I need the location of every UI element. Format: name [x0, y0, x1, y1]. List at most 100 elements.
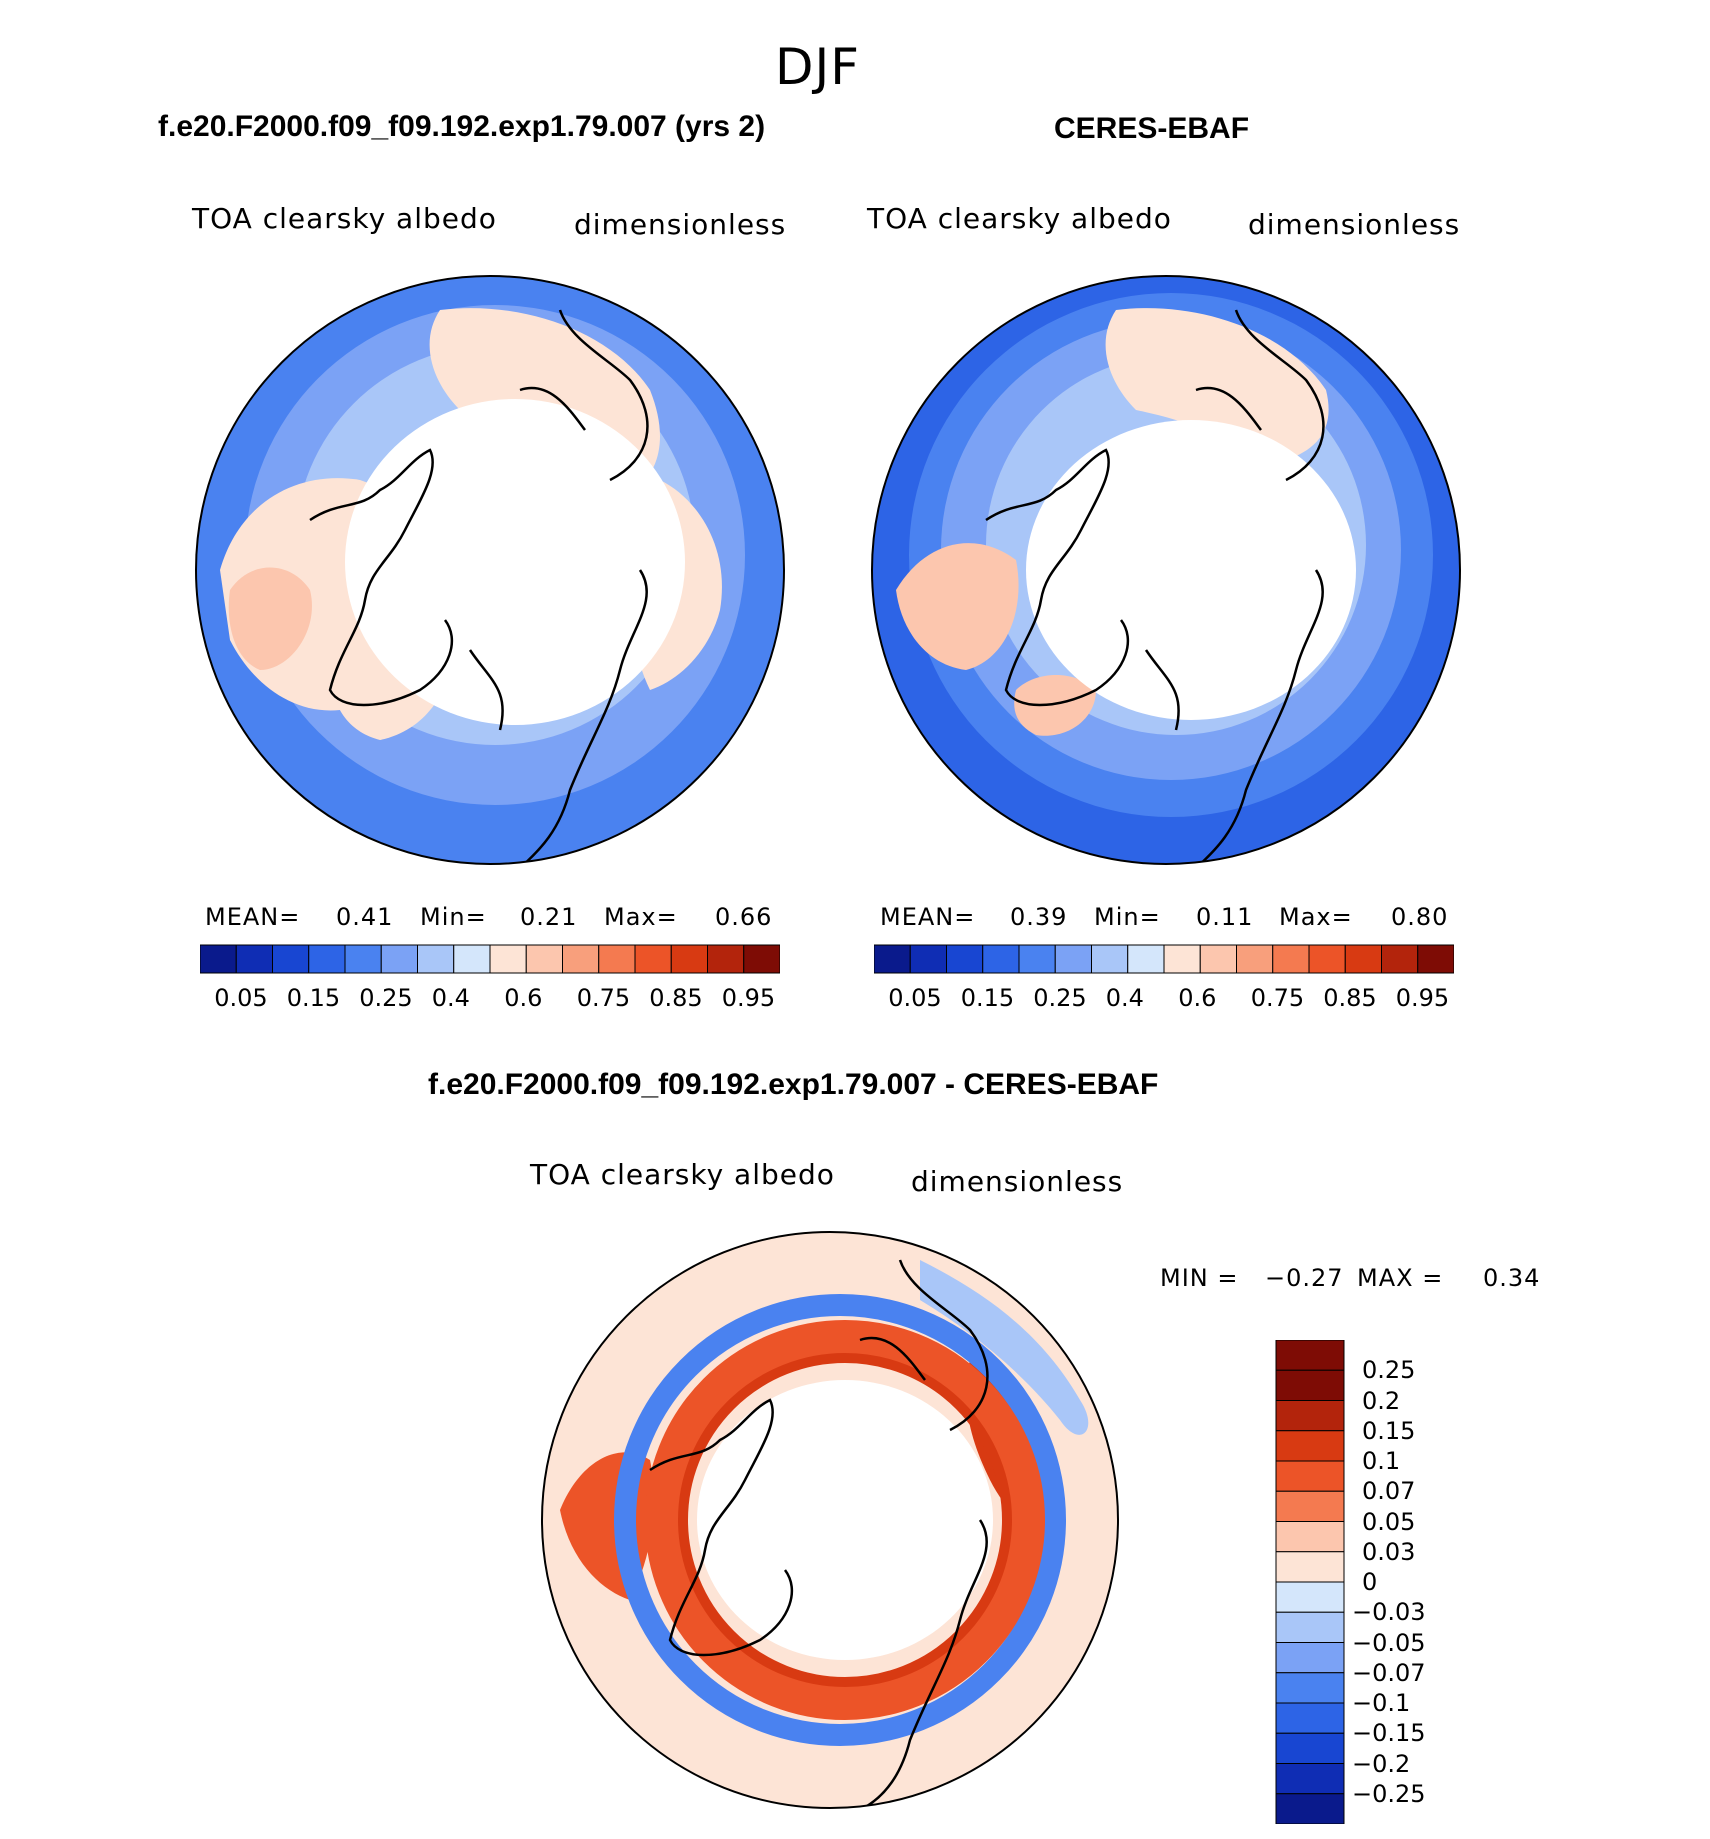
coastline [985, 309, 1325, 864]
colorbar-swatch [1275, 1460, 1345, 1492]
greenland-land [1014, 675, 1096, 736]
difference-min-value: −0.27 [1265, 1264, 1344, 1292]
colorbar-swatch [562, 944, 600, 974]
colorbar-tick-label: 0.15 [960, 984, 1015, 1012]
colorbar-tick-label: 0.6 [1178, 984, 1217, 1012]
negative-anomaly-northeast [920, 1260, 1089, 1435]
colorbar-tick-label: 0.1 [1362, 1447, 1401, 1475]
colorbar-swatch [417, 944, 455, 974]
colorbar-swatch [909, 944, 947, 974]
colorbar-swatch [1275, 1430, 1345, 1462]
panel-1-max-value: 0.66 [715, 903, 773, 931]
coastline [649, 1259, 989, 1808]
positive-anomaly-inner-ring [678, 1353, 1012, 1687]
coastline [309, 309, 649, 864]
colorbar-tick-label: 0.25 [1362, 1356, 1416, 1385]
colorbar-swatch [272, 944, 310, 974]
colorbar-swatch [1275, 1793, 1345, 1824]
panel-1-colorbar-ticks: 0.05 0.15 0.25 0.4 0.6 0.75 0.85 0.95 [200, 984, 780, 1014]
north-america-land [896, 543, 1019, 670]
difference-colorbar [1275, 1340, 1345, 1824]
colorbar-tick-label: 0.85 [649, 984, 703, 1012]
colorbar-tick-label: −0.25 [1352, 1779, 1426, 1808]
colorbar-swatch [1236, 944, 1274, 974]
colorbar-swatch [1275, 1732, 1345, 1764]
colorbar-tick-label: 0.95 [721, 984, 776, 1012]
colorbar-swatch [1275, 1672, 1345, 1704]
colorbar-tick-label: 0.2 [1362, 1386, 1401, 1415]
colorbar-tick-label: −0.2 [1352, 1749, 1411, 1778]
panel-1-mean-label: MEAN= [205, 903, 301, 931]
panel-2-variable: TOA clearsky albedo [867, 202, 1172, 235]
colorbar-swatch [1018, 944, 1056, 974]
colorbar-swatch [380, 944, 418, 974]
colorbar-swatch [1127, 944, 1165, 974]
colorbar-swatch [1272, 944, 1310, 974]
colorbar-tick-label: 0.4 [431, 984, 470, 1012]
colorbar-tick-label: 0.05 [888, 984, 942, 1012]
difference-max-label: MAX = [1357, 1264, 1444, 1292]
panel-2-map [871, 275, 1461, 865]
colorbar-swatch [1417, 944, 1454, 974]
panel-1-mean-value: 0.41 [336, 903, 394, 931]
colorbar-tick-label: 0.05 [214, 984, 268, 1012]
map-border [541, 1231, 1119, 1809]
difference-map [541, 1231, 1119, 1809]
colorbar-swatch [1275, 1369, 1345, 1401]
panel-2-colorbar-ticks: 0.05 0.15 0.25 0.4 0.6 0.75 0.85 0.95 [874, 984, 1454, 1014]
colorbar-swatch [1163, 944, 1201, 974]
panel-2-min-value: 0.11 [1196, 903, 1254, 931]
canada-land [228, 567, 312, 670]
difference-min-label: MIN = [1160, 1264, 1239, 1292]
positive-anomaly-ring [645, 1320, 1045, 1720]
colorbar-tick-label: 0.85 [1323, 984, 1377, 1012]
map-border [871, 275, 1461, 865]
colorbar-swatch [1275, 1763, 1345, 1795]
panel-1-variable: TOA clearsky albedo [192, 202, 497, 235]
colorbar-swatch [489, 944, 527, 974]
colorbar-tick-label: −0.05 [1352, 1628, 1426, 1657]
colorbar-swatch [1275, 1521, 1345, 1553]
colorbar-swatch [1308, 944, 1346, 974]
colorbar-swatch [1275, 1340, 1345, 1371]
difference-title: f.e20.F2000.f09_f09.192.exp1.79.007 - CE… [428, 1068, 1159, 1101]
colorbar-tick-label: 0.05 [1362, 1507, 1416, 1536]
colorbar-swatch [1091, 944, 1129, 974]
colorbar-swatch [1054, 944, 1092, 974]
difference-max-value: 0.34 [1483, 1264, 1541, 1292]
colorbar-swatch [1381, 944, 1419, 974]
colorbar-swatch [634, 944, 672, 974]
panel-2-min-label: Min= [1094, 903, 1161, 931]
panel-2-max-label: Max= [1279, 903, 1353, 931]
colorbar-swatch [1275, 1611, 1345, 1643]
colorbar-tick-label: 0.6 [504, 984, 543, 1012]
panel-1-max-label: Max= [604, 903, 678, 931]
colorbar-swatch [598, 944, 636, 974]
panel-1-title: f.e20.F2000.f09_f09.192.exp1.79.007 (yrs… [158, 110, 766, 143]
colorbar-swatch [946, 944, 984, 974]
missing-data-polar-cap [1026, 420, 1356, 720]
colorbar-swatch [235, 944, 273, 974]
difference-colorbar-labels: 0.25 0.2 0.15 0.1 0.07 0.05 0.03 0 −0.03 −0.05 −0.… [1352, 1340, 1472, 1824]
colorbar-swatch [200, 944, 237, 974]
figure-title: DJF [775, 38, 861, 96]
colorbar-swatch [1275, 1490, 1345, 1522]
colorbar-swatch [1275, 1581, 1345, 1613]
panel-2-mean-label: MEAN= [880, 903, 976, 931]
colorbar-tick-label: 0.25 [1033, 984, 1087, 1012]
panel-2-colorbar [874, 944, 1454, 974]
colorbar-swatch [1275, 1551, 1345, 1583]
panel-1-map [195, 275, 785, 865]
panel-2-max-value: 0.80 [1391, 903, 1449, 931]
colorbar-swatch [874, 944, 911, 974]
colorbar-swatch [1275, 1400, 1345, 1432]
colorbar-tick-label: −0.07 [1352, 1658, 1426, 1687]
colorbar-tick-label: 0.75 [1250, 984, 1305, 1012]
colorbar-swatch [1275, 1702, 1345, 1734]
difference-units: dimensionless [911, 1165, 1124, 1198]
colorbar-tick-label: 0.25 [359, 984, 413, 1012]
colorbar-swatch [707, 944, 745, 974]
colorbar-tick-label: 0.15 [286, 984, 341, 1012]
colorbar-tick-label: 0.4 [1105, 984, 1144, 1012]
colorbar-swatch [525, 944, 563, 974]
